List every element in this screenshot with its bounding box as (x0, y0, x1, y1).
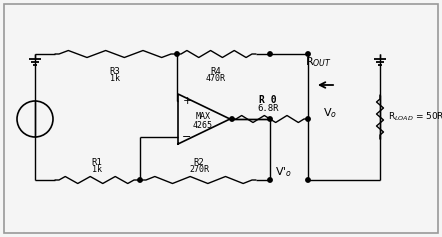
Text: R$_{LOAD}$ = 50R: R$_{LOAD}$ = 50R (388, 111, 442, 123)
Circle shape (138, 178, 142, 182)
Text: R1: R1 (91, 158, 103, 167)
Circle shape (306, 178, 310, 182)
Text: R3: R3 (110, 67, 120, 76)
Text: 6.8R: 6.8R (257, 104, 279, 113)
Circle shape (175, 52, 179, 56)
Text: 270R: 270R (189, 165, 209, 174)
Text: +: + (182, 96, 192, 106)
Text: V'$_o$: V'$_o$ (275, 165, 292, 179)
Text: 1k: 1k (92, 165, 102, 174)
Text: R2: R2 (194, 158, 204, 167)
Text: R 0: R 0 (259, 95, 277, 105)
Text: 470R: 470R (206, 74, 226, 83)
Text: −: − (182, 132, 192, 142)
Text: R4: R4 (211, 67, 221, 76)
Text: 1k: 1k (110, 74, 120, 83)
Circle shape (306, 52, 310, 56)
FancyBboxPatch shape (4, 4, 438, 233)
Circle shape (268, 117, 272, 121)
Text: 4265: 4265 (193, 120, 213, 129)
Text: V$_o$: V$_o$ (323, 106, 337, 120)
Text: R$_{OUT}$: R$_{OUT}$ (305, 55, 332, 69)
Circle shape (306, 117, 310, 121)
Circle shape (268, 52, 272, 56)
Circle shape (268, 178, 272, 182)
Circle shape (230, 117, 234, 121)
Text: MAX: MAX (195, 111, 210, 120)
